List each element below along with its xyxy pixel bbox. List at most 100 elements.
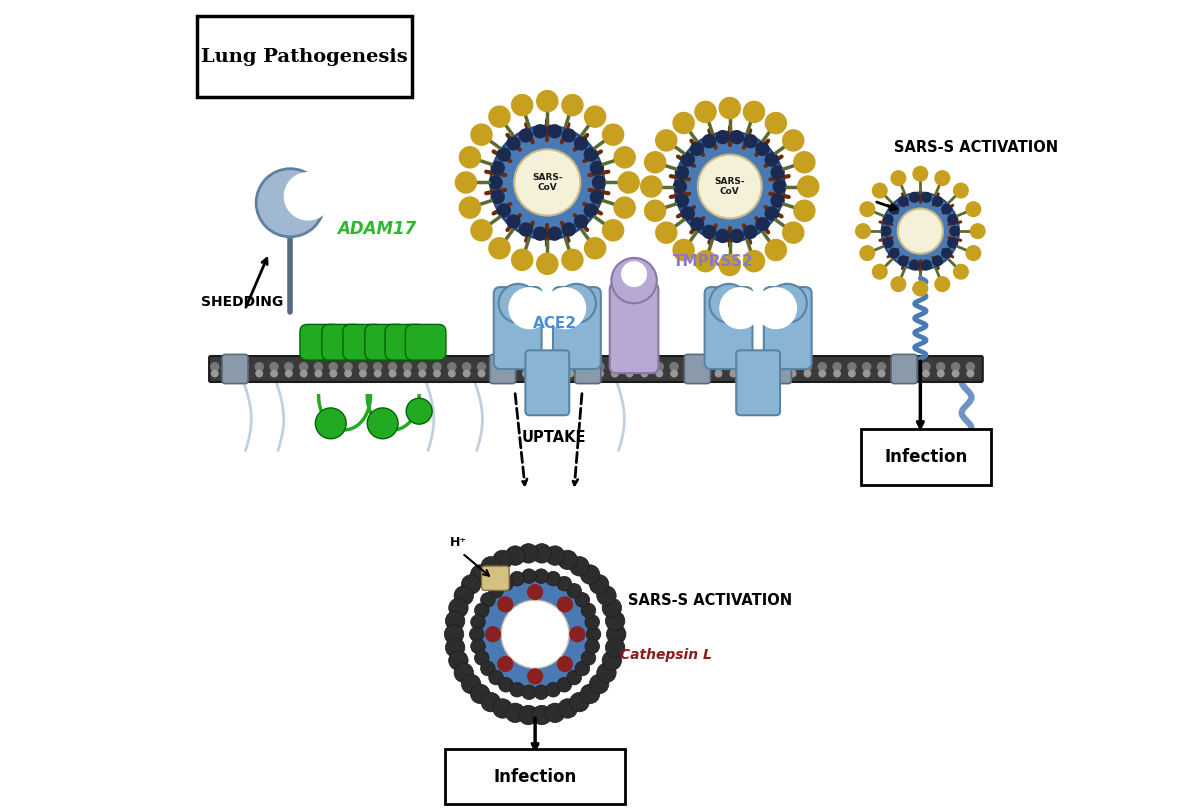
Circle shape <box>534 125 546 138</box>
Circle shape <box>803 363 811 371</box>
Circle shape <box>899 256 908 266</box>
Circle shape <box>913 166 928 181</box>
Circle shape <box>557 284 596 323</box>
Circle shape <box>474 603 490 618</box>
Circle shape <box>557 596 574 612</box>
Circle shape <box>581 650 595 665</box>
FancyBboxPatch shape <box>704 287 752 369</box>
Circle shape <box>685 371 692 377</box>
FancyBboxPatch shape <box>445 749 625 804</box>
Circle shape <box>758 363 767 371</box>
Circle shape <box>744 363 752 371</box>
Circle shape <box>522 363 530 371</box>
Circle shape <box>271 371 277 377</box>
Circle shape <box>848 371 856 377</box>
FancyBboxPatch shape <box>575 354 601 384</box>
Circle shape <box>714 363 722 371</box>
FancyBboxPatch shape <box>490 354 516 384</box>
Circle shape <box>575 137 588 150</box>
Circle shape <box>773 180 786 193</box>
Circle shape <box>605 611 625 631</box>
Circle shape <box>625 363 634 371</box>
Circle shape <box>864 371 870 377</box>
Circle shape <box>602 124 624 145</box>
Circle shape <box>360 371 366 377</box>
Text: SHEDDING: SHEDDING <box>200 294 283 309</box>
Circle shape <box>766 113 786 134</box>
Circle shape <box>557 656 574 672</box>
Circle shape <box>698 155 762 218</box>
Circle shape <box>794 152 815 173</box>
Circle shape <box>883 215 893 225</box>
Circle shape <box>562 249 583 270</box>
Circle shape <box>548 227 562 240</box>
Circle shape <box>937 371 944 377</box>
Circle shape <box>923 371 929 377</box>
Circle shape <box>676 166 689 179</box>
Circle shape <box>510 572 524 586</box>
Circle shape <box>460 197 480 218</box>
Circle shape <box>893 371 900 377</box>
Circle shape <box>872 183 887 198</box>
Circle shape <box>462 363 470 371</box>
Circle shape <box>488 238 510 259</box>
Circle shape <box>329 363 337 371</box>
Circle shape <box>485 626 502 642</box>
Circle shape <box>300 363 307 371</box>
Circle shape <box>545 546 565 565</box>
Circle shape <box>491 126 604 239</box>
Circle shape <box>593 176 606 189</box>
Circle shape <box>655 222 677 243</box>
Circle shape <box>760 371 767 377</box>
Circle shape <box>676 132 785 241</box>
Circle shape <box>782 130 804 151</box>
Circle shape <box>889 248 899 258</box>
Circle shape <box>270 363 278 371</box>
Circle shape <box>499 677 514 692</box>
Circle shape <box>497 656 514 672</box>
Circle shape <box>499 284 538 323</box>
Circle shape <box>470 684 490 704</box>
Circle shape <box>480 593 496 607</box>
Circle shape <box>546 682 560 697</box>
Circle shape <box>256 363 263 371</box>
Circle shape <box>481 556 500 576</box>
Circle shape <box>344 363 352 371</box>
Circle shape <box>892 277 906 291</box>
Circle shape <box>908 371 914 377</box>
Circle shape <box>502 600 569 668</box>
Circle shape <box>942 204 952 214</box>
Circle shape <box>493 550 512 569</box>
Circle shape <box>418 363 426 371</box>
Circle shape <box>330 371 336 377</box>
Circle shape <box>596 663 616 683</box>
Circle shape <box>240 363 248 371</box>
Circle shape <box>820 371 826 377</box>
Circle shape <box>622 261 647 287</box>
Circle shape <box>227 371 233 377</box>
FancyBboxPatch shape <box>493 287 541 369</box>
FancyBboxPatch shape <box>892 354 917 384</box>
Circle shape <box>673 180 686 193</box>
Circle shape <box>359 363 367 371</box>
FancyBboxPatch shape <box>764 287 811 369</box>
Circle shape <box>893 363 900 371</box>
Circle shape <box>454 586 474 605</box>
Circle shape <box>685 363 692 371</box>
Circle shape <box>695 251 716 272</box>
Circle shape <box>300 371 307 377</box>
Circle shape <box>527 668 544 684</box>
Circle shape <box>367 408 398 439</box>
FancyBboxPatch shape <box>481 566 509 590</box>
Circle shape <box>520 223 533 236</box>
FancyBboxPatch shape <box>209 356 983 382</box>
Circle shape <box>211 363 218 371</box>
Circle shape <box>488 671 503 685</box>
Circle shape <box>898 208 943 254</box>
Circle shape <box>497 148 510 161</box>
Circle shape <box>509 287 551 329</box>
Circle shape <box>505 546 524 565</box>
Circle shape <box>744 135 757 148</box>
Circle shape <box>872 264 887 279</box>
Circle shape <box>527 584 544 600</box>
